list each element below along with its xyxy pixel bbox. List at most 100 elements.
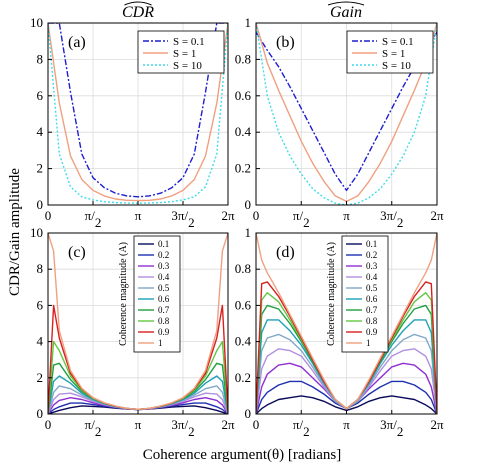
legend-label: 0.4 bbox=[158, 272, 170, 282]
panel-label: (a) bbox=[68, 34, 86, 51]
legend-label: 0.6 bbox=[366, 294, 378, 304]
legend-label: 0.3 bbox=[366, 261, 378, 271]
series-line bbox=[48, 23, 228, 202]
legend-label: 0.1 bbox=[366, 239, 377, 249]
y-tick-label: 1 bbox=[245, 225, 252, 240]
y-tick-label: 2 bbox=[37, 370, 44, 385]
x-tick-label: 3π/2 bbox=[380, 208, 403, 230]
x-tick-label: 0 bbox=[45, 208, 52, 223]
panel-label: (b) bbox=[276, 34, 295, 51]
y-tick-label: 0.6 bbox=[235, 297, 252, 312]
x-tick-label: π bbox=[135, 208, 142, 223]
y-tick-label: 6 bbox=[37, 297, 44, 312]
legend-label: 0.4 bbox=[366, 272, 378, 282]
x-tick-label: 2π bbox=[430, 208, 444, 223]
legend-box bbox=[341, 235, 389, 353]
y-tick-label: 0.4 bbox=[235, 124, 252, 139]
legend: 0.10.20.30.40.50.60.70.80.91 Coherence ma… bbox=[326, 235, 389, 353]
x-tick-label: 0 bbox=[253, 208, 260, 223]
x-tick-label: 3π/2 bbox=[171, 417, 194, 439]
legend: S = 0.1S = 1S = 10 bbox=[137, 30, 225, 74]
x-tick-label: 2π bbox=[430, 417, 444, 432]
legend-label: 0.7 bbox=[158, 305, 170, 315]
x-axis-title: Coherence argument(θ) [radians] bbox=[143, 447, 342, 463]
y-tick-label: 0 bbox=[37, 406, 44, 421]
y-tick-label: 4 bbox=[37, 124, 44, 139]
series-line bbox=[48, 233, 228, 410]
legend-label: S = 10 bbox=[382, 60, 411, 72]
legend-label: 0.3 bbox=[158, 261, 170, 271]
y-tick-label: 0 bbox=[37, 197, 44, 212]
y-tick-label: 10 bbox=[30, 225, 43, 240]
y-tick-label: 0 bbox=[245, 406, 252, 421]
x-tick-label: π/2 bbox=[85, 417, 102, 439]
legend-label: 0.5 bbox=[366, 283, 378, 293]
y-axis-title: CDR/Gain amplitude bbox=[7, 168, 23, 296]
legend-label: 0.8 bbox=[366, 316, 378, 326]
panel-a: 0 π/2 π 3π/2 2π 0 2 4 6 8 10 (a) CDR S = 0.1S = 1S = … bbox=[30, 1, 235, 230]
x-tick-label: π bbox=[343, 208, 350, 223]
series-group bbox=[256, 233, 437, 414]
y-tick-label: 0.6 bbox=[235, 88, 252, 103]
x-tick-label: 2π bbox=[221, 417, 235, 432]
y-tick-label: 0.8 bbox=[235, 261, 251, 276]
legend-label: S = 0.1 bbox=[382, 36, 414, 48]
y-tick-label: 1 bbox=[245, 15, 252, 30]
legend-label: S = 1 bbox=[173, 48, 196, 60]
x-tick-label: π/2 bbox=[293, 417, 310, 439]
panel-label: (c) bbox=[68, 244, 86, 261]
legend-box bbox=[133, 235, 181, 353]
x-tick-label: 0 bbox=[253, 417, 260, 432]
series-line bbox=[48, 23, 228, 204]
y-tick-label: 8 bbox=[37, 261, 44, 276]
legend-label: 0.6 bbox=[158, 294, 170, 304]
y-tick-label: 0 bbox=[245, 197, 252, 212]
series-line bbox=[256, 23, 437, 205]
y-tick-label: 6 bbox=[37, 88, 44, 103]
x-tick-label: π/2 bbox=[85, 208, 102, 230]
legend-label: 1 bbox=[366, 338, 371, 348]
legend-title: Coherence magnitude (A) bbox=[326, 242, 337, 346]
legend-label: 1 bbox=[158, 338, 163, 348]
legend-label: S = 1 bbox=[382, 48, 405, 60]
legend-label: 0.1 bbox=[158, 239, 169, 249]
legend-label: 0.2 bbox=[366, 250, 377, 260]
y-tick-label: 0.2 bbox=[235, 370, 251, 385]
y-tick-label: 4 bbox=[37, 334, 44, 349]
series-group bbox=[48, 233, 228, 414]
x-tick-label: 3π/2 bbox=[380, 417, 403, 439]
series-group bbox=[48, 23, 228, 204]
panel-title: Gain bbox=[330, 4, 362, 21]
x-tick-label: π bbox=[135, 417, 142, 432]
y-tick-label: 0.2 bbox=[235, 161, 251, 176]
series-line bbox=[48, 23, 228, 198]
legend-label: 0.7 bbox=[366, 305, 378, 315]
y-tick-label: 10 bbox=[30, 15, 43, 30]
legend-label: 0.8 bbox=[158, 316, 170, 326]
legend-label: S = 10 bbox=[173, 60, 202, 72]
x-tick-label: π bbox=[343, 417, 350, 432]
x-tick-label: 2π bbox=[221, 208, 235, 223]
panel-c: 0 π/2 π 3π/2 2π 0 2 4 6 8 10 (c) 0.10.20.30.40.50.60… bbox=[30, 225, 235, 439]
y-tick-label: 0.8 bbox=[235, 51, 251, 66]
x-tick-label: π/2 bbox=[293, 208, 310, 230]
legend-title: Coherence magnitude (A) bbox=[118, 242, 129, 346]
title-hat bbox=[124, 1, 152, 6]
legend-label: S = 0.1 bbox=[173, 36, 205, 48]
panel-title: CDR bbox=[122, 4, 154, 21]
legend-label: 0.9 bbox=[158, 327, 170, 337]
x-tick-label: 0 bbox=[45, 417, 52, 432]
legend-label: 0.5 bbox=[158, 283, 170, 293]
legend-box bbox=[346, 30, 434, 74]
y-tick-label: 2 bbox=[37, 161, 44, 176]
legend-box bbox=[137, 30, 225, 74]
title-hat bbox=[327, 1, 365, 6]
legend: 0.10.20.30.40.50.60.70.80.91 Coherence ma… bbox=[118, 235, 181, 353]
series-line bbox=[256, 233, 437, 410]
y-tick-label: 0.4 bbox=[235, 334, 252, 349]
panel-label: (d) bbox=[276, 244, 295, 261]
